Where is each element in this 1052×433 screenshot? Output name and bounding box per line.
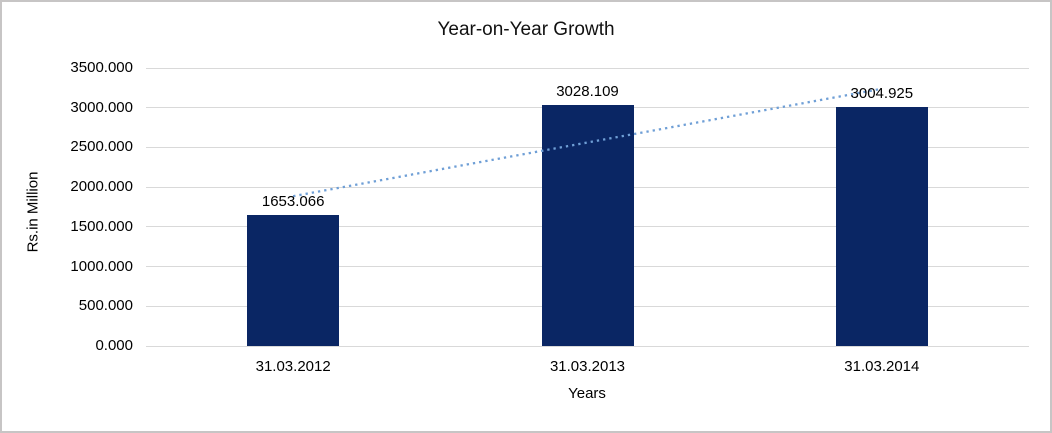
bar-data-label: 3004.925 — [850, 85, 914, 103]
x-category-label: 31.03.2013 — [549, 358, 626, 375]
y-tick-label: 3000.000 — [70, 98, 133, 116]
chart-title: Year-on-Year Growth — [437, 19, 615, 40]
plot-area: 1653.066 3028.109 3004.925 — [146, 67, 1029, 347]
y-tick-label: 0.000 — [95, 337, 133, 354]
gridline — [146, 345, 1029, 347]
bar-31.03.2014 — [835, 107, 928, 346]
bar-data-label: 1653.066 — [261, 192, 325, 210]
y-tick-label: 2000.000 — [70, 178, 133, 196]
x-category-label: 31.03.2012 — [255, 358, 331, 375]
gridline — [146, 67, 1029, 69]
y-tick-label: 1500.000 — [70, 217, 133, 235]
bar-31.03.2012 — [247, 214, 340, 346]
x-axis-title: Years — [568, 385, 606, 402]
bar-31.03.2013 — [541, 105, 634, 346]
trendline — [292, 87, 883, 198]
y-tick-label: 2500.000 — [70, 138, 133, 156]
y-tick-label: 1000.000 — [70, 257, 133, 275]
bar-data-label: 3028.109 — [556, 83, 619, 101]
y-tick-label: 500.000 — [78, 297, 133, 315]
x-category-label: 31.03.2014 — [844, 358, 920, 375]
y-tick-label: 3500.000 — [70, 59, 133, 76]
